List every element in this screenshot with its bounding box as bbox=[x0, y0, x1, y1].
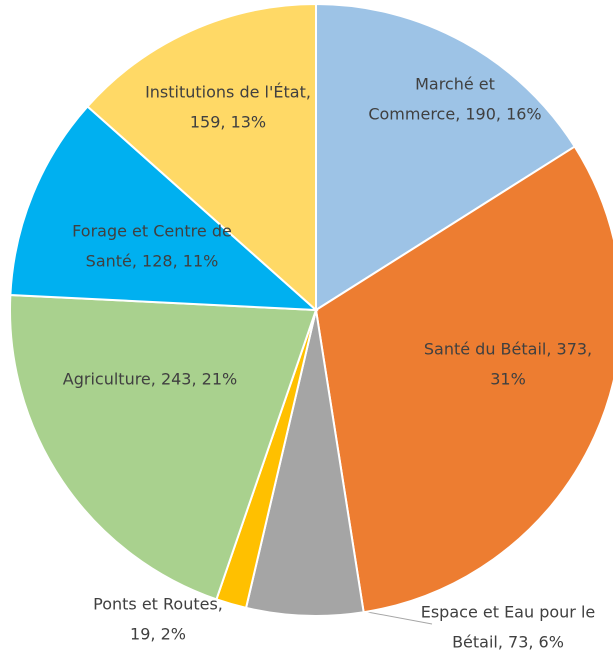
pie-slice bbox=[9, 293, 318, 601]
data-label: 159, 13% bbox=[190, 113, 266, 132]
pie-slice bbox=[315, 2, 577, 312]
pie-slice bbox=[9, 105, 319, 312]
data-label: Ponts et Routes, bbox=[93, 595, 223, 614]
data-label: Santé du Bétail, 373, bbox=[424, 340, 592, 359]
leader-line bbox=[361, 610, 433, 625]
data-label: 31% bbox=[490, 370, 526, 389]
data-label: Agriculture, 243, 21% bbox=[63, 370, 237, 389]
data-label: Forage et Centre de bbox=[72, 222, 232, 241]
pie-slice bbox=[244, 309, 365, 617]
pie-slice bbox=[314, 145, 613, 614]
data-label: 19, 2% bbox=[130, 625, 186, 644]
data-label: Commerce, 190, 16% bbox=[368, 105, 541, 124]
data-label: Institutions de l'État, bbox=[145, 83, 311, 102]
data-label: Santé, 128, 11% bbox=[86, 252, 219, 271]
data-label: Bétail, 73, 6% bbox=[452, 633, 564, 652]
data-label: Marché et bbox=[415, 75, 495, 94]
pie-slice bbox=[86, 2, 317, 313]
data-label: Espace et Eau pour le bbox=[421, 603, 596, 622]
